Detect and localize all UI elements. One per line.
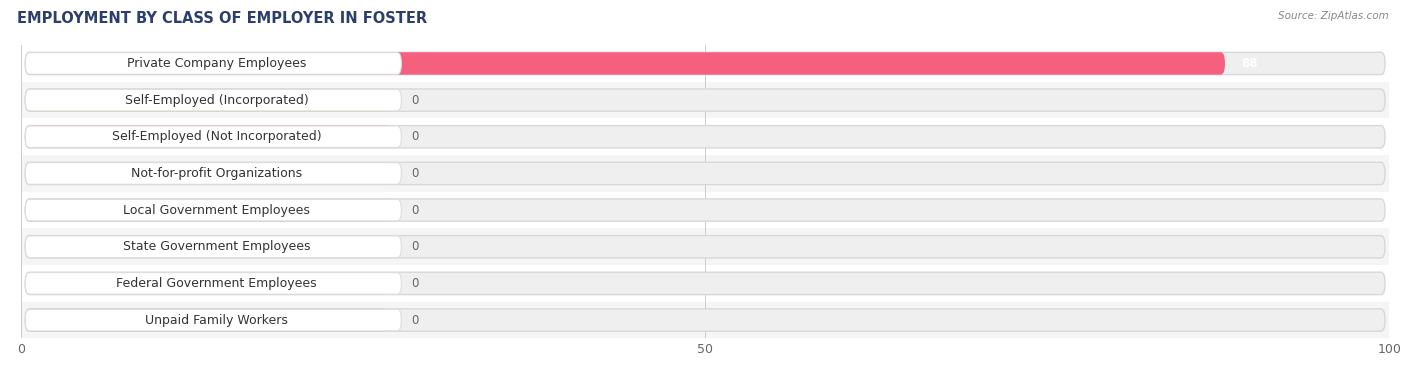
FancyBboxPatch shape bbox=[25, 89, 391, 111]
Text: Local Government Employees: Local Government Employees bbox=[124, 203, 311, 217]
FancyBboxPatch shape bbox=[25, 199, 1385, 221]
FancyBboxPatch shape bbox=[21, 155, 1389, 192]
FancyBboxPatch shape bbox=[25, 52, 1385, 74]
Text: Self-Employed (Not Incorporated): Self-Employed (Not Incorporated) bbox=[112, 130, 322, 143]
FancyBboxPatch shape bbox=[25, 309, 1385, 331]
FancyBboxPatch shape bbox=[25, 309, 401, 331]
FancyBboxPatch shape bbox=[25, 162, 391, 185]
Text: 0: 0 bbox=[411, 277, 419, 290]
FancyBboxPatch shape bbox=[21, 265, 1389, 302]
Text: Self-Employed (Incorporated): Self-Employed (Incorporated) bbox=[125, 94, 308, 107]
FancyBboxPatch shape bbox=[25, 236, 401, 258]
FancyBboxPatch shape bbox=[25, 126, 391, 148]
FancyBboxPatch shape bbox=[25, 273, 401, 294]
FancyBboxPatch shape bbox=[25, 162, 1385, 185]
FancyBboxPatch shape bbox=[25, 126, 1385, 148]
FancyBboxPatch shape bbox=[25, 236, 391, 258]
Text: EMPLOYMENT BY CLASS OF EMPLOYER IN FOSTER: EMPLOYMENT BY CLASS OF EMPLOYER IN FOSTE… bbox=[17, 11, 427, 26]
FancyBboxPatch shape bbox=[25, 89, 401, 111]
FancyBboxPatch shape bbox=[25, 126, 401, 148]
Text: Federal Government Employees: Federal Government Employees bbox=[117, 277, 316, 290]
Text: 0: 0 bbox=[411, 94, 419, 107]
Text: Not-for-profit Organizations: Not-for-profit Organizations bbox=[131, 167, 302, 180]
FancyBboxPatch shape bbox=[21, 118, 1389, 155]
Text: 88: 88 bbox=[1241, 57, 1258, 70]
Text: 0: 0 bbox=[411, 314, 419, 327]
FancyBboxPatch shape bbox=[21, 229, 1389, 265]
FancyBboxPatch shape bbox=[25, 309, 391, 331]
FancyBboxPatch shape bbox=[25, 52, 1225, 74]
FancyBboxPatch shape bbox=[25, 162, 401, 184]
Text: 0: 0 bbox=[411, 203, 419, 217]
FancyBboxPatch shape bbox=[25, 199, 391, 221]
FancyBboxPatch shape bbox=[21, 302, 1389, 338]
Text: Unpaid Family Workers: Unpaid Family Workers bbox=[145, 314, 288, 327]
Text: 0: 0 bbox=[411, 130, 419, 143]
FancyBboxPatch shape bbox=[25, 89, 1385, 111]
FancyBboxPatch shape bbox=[21, 192, 1389, 229]
FancyBboxPatch shape bbox=[25, 272, 391, 294]
FancyBboxPatch shape bbox=[21, 82, 1389, 118]
Text: 0: 0 bbox=[411, 167, 419, 180]
Text: 0: 0 bbox=[411, 240, 419, 253]
Text: State Government Employees: State Government Employees bbox=[122, 240, 311, 253]
Text: Source: ZipAtlas.com: Source: ZipAtlas.com bbox=[1278, 11, 1389, 21]
FancyBboxPatch shape bbox=[25, 272, 1385, 294]
Text: Private Company Employees: Private Company Employees bbox=[127, 57, 307, 70]
FancyBboxPatch shape bbox=[25, 199, 401, 221]
FancyBboxPatch shape bbox=[25, 236, 1385, 258]
FancyBboxPatch shape bbox=[21, 45, 1389, 82]
FancyBboxPatch shape bbox=[25, 53, 401, 74]
